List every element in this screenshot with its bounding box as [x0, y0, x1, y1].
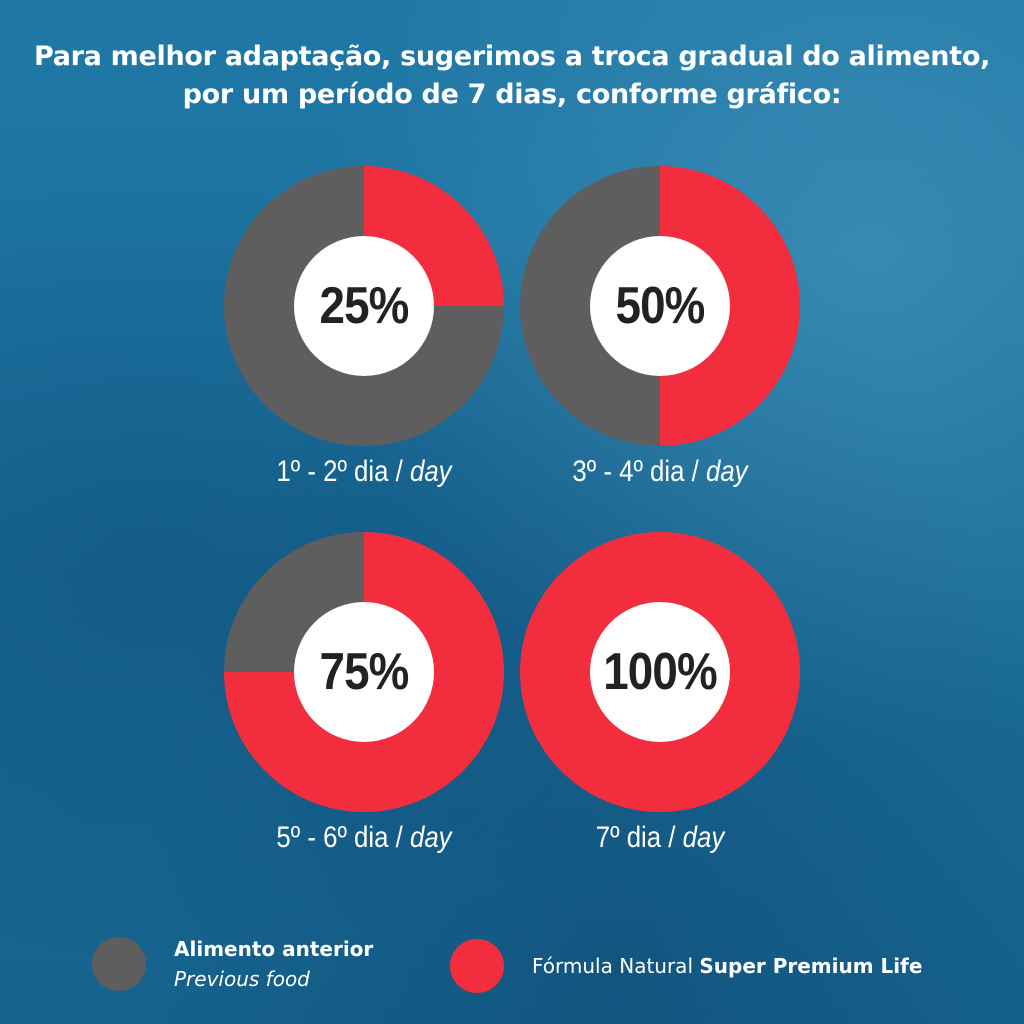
period-pt: 1º - 2º dia [276, 455, 389, 488]
period-pt: 5º - 6º dia [276, 821, 389, 854]
period-en: day [705, 455, 748, 488]
legend-label-prefix: Fórmula Natural [532, 954, 700, 978]
donut-caption: 3º - 4º dia / day [540, 455, 781, 489]
period-separator: / [684, 455, 706, 488]
donut-percent-label: 25% [319, 277, 410, 335]
title-line-1: Para melhor adaptação, sugerimos a troca… [33, 41, 991, 72]
donut-caption: 7º dia / day [540, 821, 781, 855]
legend-label-group: Fórmula Natural Super Premium Life [532, 951, 922, 981]
legend-label-bold: Super Premium Life [699, 954, 923, 978]
donut-svg [520, 532, 800, 812]
donut-center-hole [294, 602, 434, 742]
donut-percent-label: 50% [615, 277, 706, 335]
donut-chart-day-3-4: 50% [520, 166, 800, 446]
legend-item-previous-food: Alimento anterior Previous food [92, 934, 373, 994]
legend-swatch-previous [92, 937, 146, 991]
donut-chart-day-5-6: 75% [224, 532, 504, 812]
title-line-2: por um período de 7 dias, conforme gráfi… [182, 79, 842, 110]
donut-center-hole [590, 602, 730, 742]
period-separator: / [661, 821, 683, 854]
period-en: day [409, 455, 452, 488]
page-title: Para melhor adaptação, sugerimos a troca… [0, 38, 1024, 114]
donut-svg [520, 166, 800, 446]
legend-label: Alimento anterior [174, 937, 374, 961]
legend-item-new-formula: Fórmula Natural Super Premium Life [450, 939, 922, 993]
period-en: day [682, 821, 725, 854]
period-separator: / [388, 455, 410, 488]
period-separator: / [388, 821, 410, 854]
legend-sublabel: Previous food [174, 967, 310, 991]
donut-svg [224, 166, 504, 446]
period-en: day [409, 821, 452, 854]
period-pt: 7º dia [595, 821, 662, 854]
donut-percent-label: 75% [319, 643, 410, 701]
legend-swatch-new [450, 939, 504, 993]
donut-center-hole [590, 236, 730, 376]
donut-svg [224, 532, 504, 812]
donut-caption: 5º - 6º dia / day [244, 821, 485, 855]
period-pt: 3º - 4º dia [572, 455, 685, 488]
donut-chart-day-1-2: 25% [224, 166, 504, 446]
donut-percent-label: 100% [603, 643, 717, 701]
legend-label-group: Alimento anterior Previous food [174, 934, 373, 994]
donut-center-hole [294, 236, 434, 376]
donut-caption: 1º - 2º dia / day [244, 455, 485, 489]
donut-chart-day-7: 100% [520, 532, 800, 812]
